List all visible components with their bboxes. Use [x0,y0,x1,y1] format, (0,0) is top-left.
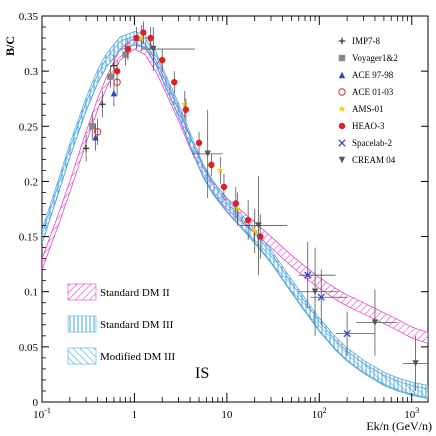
data-point [159,56,166,64]
legend-marker [338,122,346,130]
data-point [244,216,252,224]
data-point [182,106,190,113]
data-points [82,21,428,391]
legend-marker [338,37,346,45]
legend-swatch [67,315,97,333]
data-point [220,183,228,191]
legend-marker [338,139,346,147]
data-point [99,101,106,108]
data-point [317,293,325,301]
data-point [171,78,178,86]
legend-marker [338,54,346,62]
legend-label: Voyager1&2 [352,53,398,63]
data-point [255,222,262,229]
x-tick-label: 102 [312,406,327,421]
is-annotation: IS [195,365,209,382]
data-point [216,166,224,174]
series-imp7-8 [82,52,118,162]
marker-legend: IMP7-8 Voyager1&2 ACE 97-98 ACE 01-03 AMS-01… [338,36,398,165]
series-cream-04 [141,27,428,391]
data-point [343,329,351,338]
data-point [124,45,132,53]
data-point [371,319,379,326]
legend-label: ACE 01-03 [352,87,394,97]
x-tick-label: 103 [404,406,419,421]
data-point [311,288,319,295]
data-point [110,90,118,97]
x-tick-label: 10 [221,409,233,421]
y-tick-label: 0.35 [19,11,39,23]
y-tick-label: 0.3 [24,66,38,78]
legend-label: Standard DM III [100,319,174,331]
x-axis-title: Ek/n (GeV/n) [366,419,432,433]
data-point [89,123,96,130]
data-point [304,271,312,279]
data-point [93,128,102,136]
legend-swatch [67,283,97,301]
x-tick-label: 10-1 [33,406,51,421]
data-point [147,34,154,42]
y-tick-label: 0.15 [19,232,39,244]
data-point [150,45,157,53]
data-point [204,150,211,158]
data-point [208,161,215,169]
data-point [133,34,140,42]
data-point [233,205,241,213]
data-point [232,200,240,207]
legend-label: ACE 97-98 [352,70,394,80]
y-tick-label: 0.05 [19,342,39,354]
legend-marker [338,105,346,113]
data-point [113,67,121,75]
data-point [251,227,259,235]
legend-marker [338,156,346,164]
legend-label: Spacelab-2 [352,138,392,148]
legend-swatch [67,347,97,365]
y-tick-label: 0.1 [24,287,38,299]
y-tick-label: 0.25 [19,121,39,133]
data-point [181,100,189,108]
data-point [257,233,264,240]
legend-label: Modified DM III [100,351,175,363]
legend-label: HEAO-3 [352,121,385,131]
legend-label: CREAM 04 [352,155,396,165]
data-point [107,73,114,80]
y-tick-label: 0.2 [24,176,38,188]
series-ams-01 [138,24,259,254]
legend-label: AMS-01 [352,104,384,114]
series-ace-97-98 [92,79,118,151]
legend-marker [338,88,346,96]
data-point [138,34,146,42]
legend-marker [338,71,346,79]
legend-label: IMP7-8 [352,36,381,46]
data-point [412,360,419,367]
band-legend: Standard DM II Standard DM III Modified DM… [67,283,175,365]
data-point [110,62,118,69]
plot-frame [41,15,429,403]
data-point [140,29,147,36]
series-spacelab-2 [298,242,375,356]
axes: 0 0.05 0.1 0.15 0.2 0.25 0.3 0.35 10-1 1 10 102 103 [19,11,428,421]
data-point [92,134,99,141]
legend-label: Standard DM II [100,287,170,299]
y-axis-title: B/C [3,36,17,56]
data-point [122,51,129,58]
series-heao-3 [113,21,264,259]
data-point [195,139,203,147]
data-point [82,145,90,152]
x-tick-label: 1 [132,409,138,421]
y-tick-label: 0 [33,397,39,409]
